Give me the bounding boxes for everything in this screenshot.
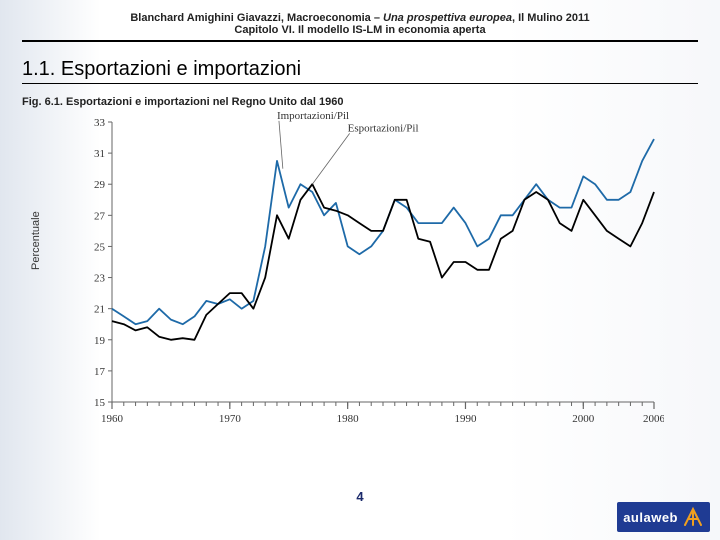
svg-text:17: 17 [94, 366, 106, 378]
svg-text:1990: 1990 [454, 413, 477, 425]
section-title: 1.1. Esportazioni e importazioni [22, 58, 698, 81]
svg-text:1970: 1970 [219, 413, 242, 425]
svg-text:23: 23 [94, 273, 106, 285]
page-number: 4 [0, 489, 720, 504]
chart: 15 17 19 21 23 25 27 29 31 33 1960 1970 1980 1990 2000… [74, 112, 664, 432]
header-publisher: , Il Mulino 2011 [512, 12, 590, 24]
header-book-italic: Una prospettiva europea [383, 12, 512, 24]
logo-glyph-icon [682, 506, 704, 528]
chart-svg: 15 17 19 21 23 25 27 29 31 33 1960 1970 1980 1990 2000… [74, 112, 664, 432]
svg-text:Importazioni/Pil: Importazioni/Pil [277, 112, 349, 122]
header-book-prefix: Macroeconomia – [287, 12, 383, 24]
header-line-1: Blanchard Amighini Giavazzi, Macroeconom… [62, 12, 658, 24]
svg-text:25: 25 [94, 241, 106, 253]
slide-header: Blanchard Amighini Giavazzi, Macroeconom… [22, 0, 698, 42]
svg-text:1960: 1960 [101, 413, 124, 425]
svg-text:27: 27 [94, 210, 106, 222]
svg-text:29: 29 [94, 179, 106, 191]
section-rule [22, 83, 698, 84]
svg-text:2006: 2006 [643, 413, 664, 425]
header-chapter: Capitolo VI. Il modello IS-LM in economi… [62, 24, 658, 36]
svg-text:2000: 2000 [572, 413, 595, 425]
aulaweb-logo: aulaweb [617, 502, 710, 532]
svg-text:19: 19 [94, 335, 106, 347]
header-authors: Blanchard Amighini Giavazzi, [130, 12, 287, 24]
svg-text:21: 21 [94, 304, 105, 316]
svg-text:33: 33 [94, 117, 106, 129]
logo-text: aulaweb [623, 510, 678, 525]
svg-text:1980: 1980 [337, 413, 360, 425]
svg-text:31: 31 [94, 148, 105, 160]
y-axis-label: Percentuale [30, 211, 42, 270]
svg-text:Esportazioni/Pil: Esportazioni/Pil [348, 122, 419, 134]
figure-caption: Fig. 6.1. Esportazioni e importazioni ne… [22, 96, 698, 108]
svg-text:15: 15 [94, 397, 106, 409]
